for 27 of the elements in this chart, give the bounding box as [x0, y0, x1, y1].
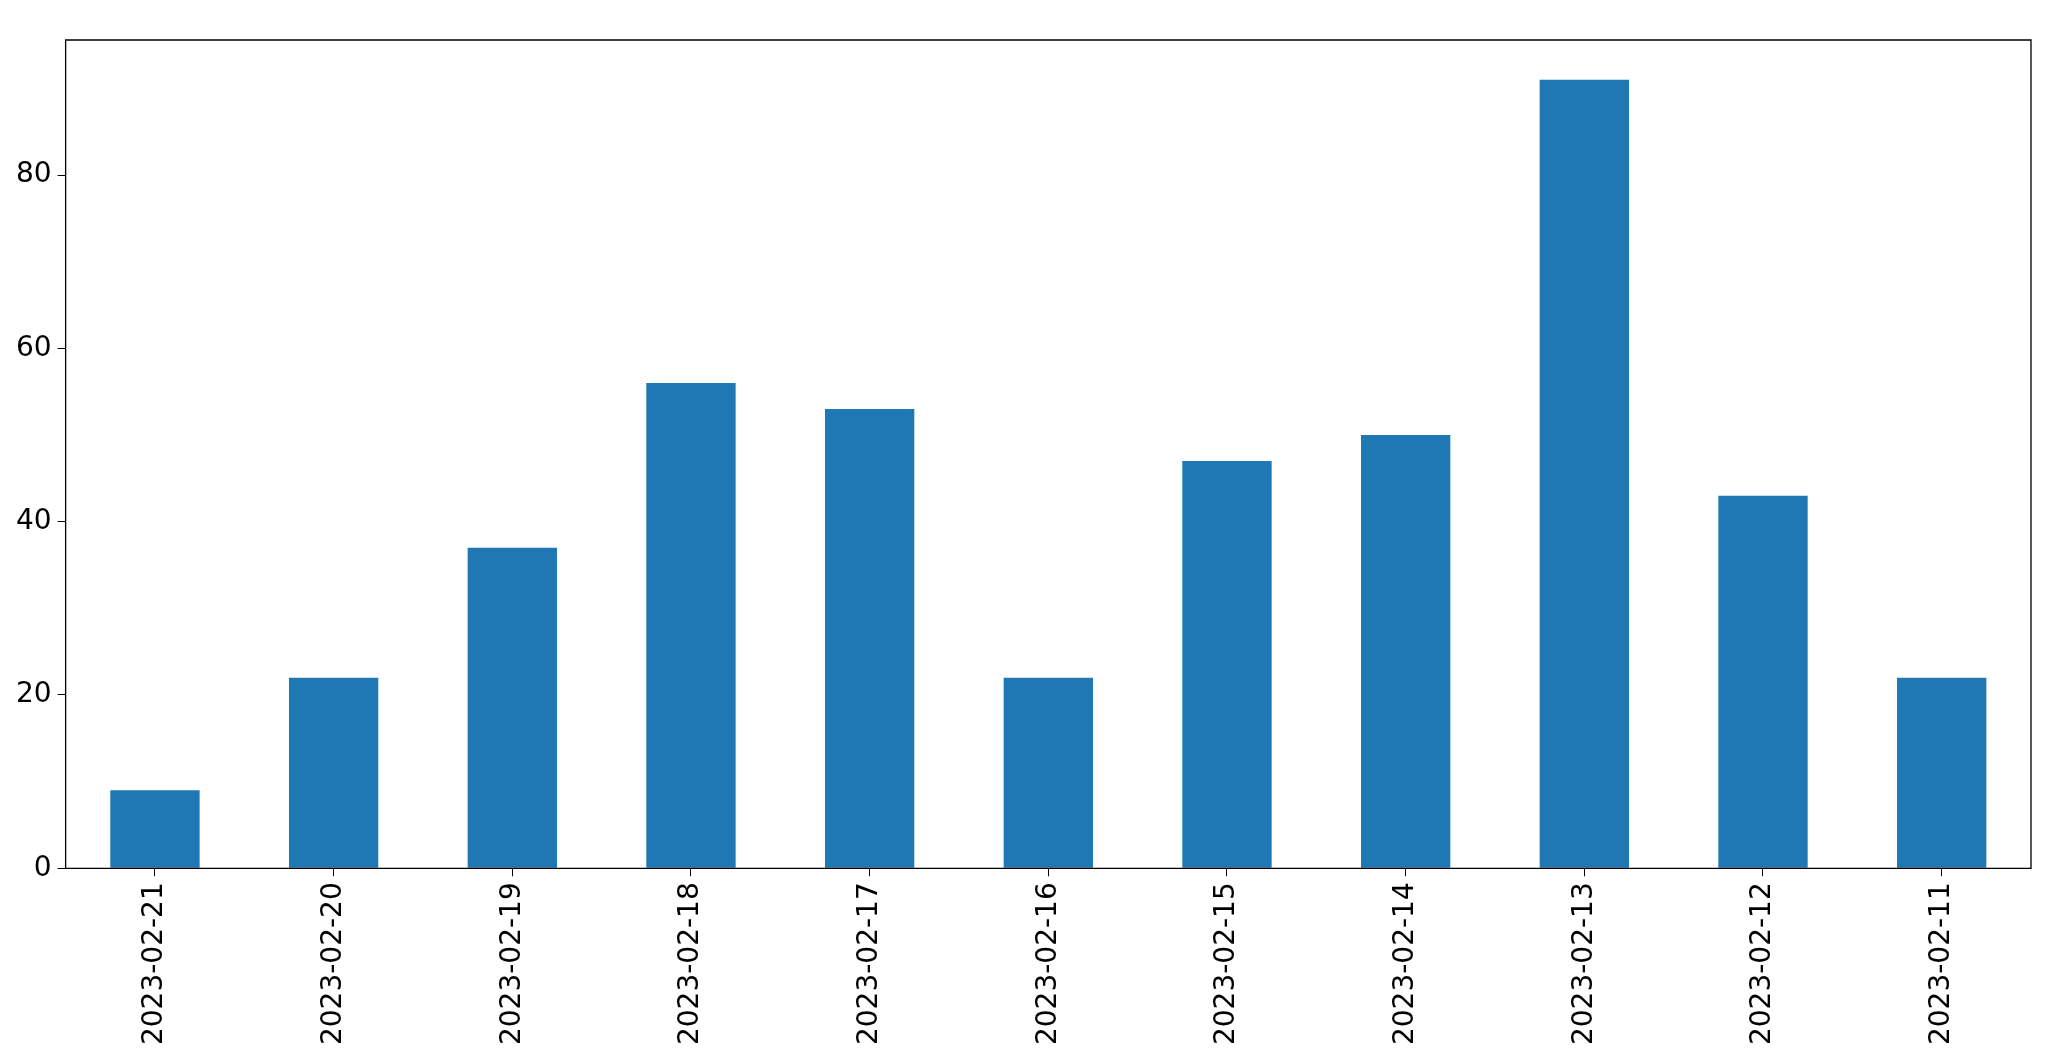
- x-tick-label: 2023-02-14: [1386, 882, 1420, 1046]
- y-tick-label: 20: [15, 676, 52, 710]
- bar: [646, 383, 736, 868]
- bar: [1003, 677, 1093, 868]
- bar: [1718, 495, 1808, 868]
- y-tick-label: 40: [15, 503, 52, 536]
- x-tick-label: 2023-02-21: [136, 882, 170, 1046]
- bar: [1360, 435, 1451, 868]
- x-tick-label: 2023-02-15: [1208, 882, 1242, 1046]
- x-tick-label: 2023-02-17: [850, 882, 884, 1046]
- y-tick-label: 60: [15, 329, 52, 363]
- x-tick-label: 2023-02-19: [493, 882, 527, 1046]
- y-tick-label: 0: [33, 849, 52, 883]
- bar: [288, 677, 379, 868]
- bar: [1897, 677, 1987, 868]
- bar: [824, 409, 915, 868]
- x-tick-label: 2023-02-16: [1029, 882, 1063, 1046]
- x-tick-label: 2023-02-18: [672, 882, 706, 1046]
- x-tick-label: 2023-02-20: [314, 882, 348, 1046]
- bar: [467, 547, 557, 868]
- y-tick-label: 80: [15, 156, 52, 190]
- x-tick-label: 2023-02-13: [1565, 882, 1599, 1046]
- x-tick-label: 2023-02-12: [1744, 882, 1778, 1046]
- bar: [1182, 461, 1272, 868]
- x-tick-label: 2023-02-11: [1922, 882, 1956, 1046]
- bar: [1539, 79, 1629, 868]
- bar: [110, 790, 200, 868]
